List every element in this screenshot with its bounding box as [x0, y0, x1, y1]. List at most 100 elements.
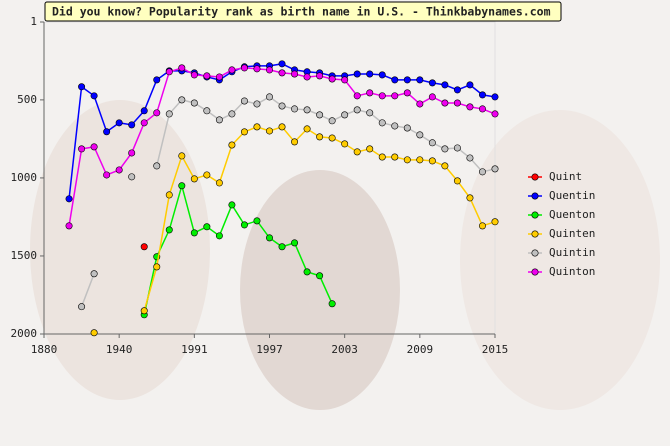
data-point	[165, 110, 173, 118]
data-point	[178, 182, 186, 190]
data-point	[228, 110, 236, 118]
data-point	[291, 239, 299, 247]
data-point	[278, 60, 286, 68]
data-point	[228, 141, 236, 149]
data-point	[203, 72, 211, 80]
data-point	[278, 102, 286, 110]
data-point	[378, 153, 386, 161]
data-point	[178, 152, 186, 160]
data-point	[353, 70, 361, 78]
data-point	[391, 92, 399, 100]
data-point	[190, 99, 198, 107]
data-point	[416, 100, 424, 108]
data-point	[140, 119, 148, 127]
data-point	[403, 89, 411, 97]
data-point	[165, 68, 173, 76]
data-point	[265, 93, 273, 101]
data-point	[265, 234, 273, 242]
data-point	[303, 73, 311, 81]
legend-marker	[531, 211, 539, 219]
data-point	[291, 138, 299, 146]
data-point	[140, 107, 148, 115]
data-point	[278, 123, 286, 131]
y-tick-label: 1000	[11, 171, 38, 184]
series-line	[80, 96, 496, 307]
x-tick-label: 1940	[106, 343, 133, 356]
data-point	[303, 106, 311, 114]
data-point	[178, 96, 186, 104]
data-point	[90, 329, 98, 337]
data-point	[466, 194, 474, 202]
data-point	[491, 218, 499, 226]
data-point	[253, 65, 261, 73]
data-point	[265, 66, 273, 74]
data-point	[466, 81, 474, 89]
data-point	[153, 76, 161, 84]
data-point	[353, 148, 361, 156]
series-line	[143, 182, 333, 315]
data-point	[165, 226, 173, 234]
data-point	[303, 268, 311, 276]
data-point	[65, 195, 73, 203]
data-point	[428, 157, 436, 165]
data-point	[153, 263, 161, 271]
data-point	[215, 73, 223, 81]
data-point	[316, 111, 324, 119]
legend-marker	[531, 230, 539, 238]
data-point	[215, 116, 223, 124]
data-point	[190, 229, 198, 237]
data-point	[153, 109, 161, 117]
data-point	[466, 154, 474, 162]
y-tick-label: 1500	[11, 249, 38, 262]
data-point	[128, 121, 136, 129]
data-point	[203, 171, 211, 179]
data-point	[328, 75, 336, 83]
data-point	[491, 165, 499, 173]
data-point	[253, 123, 261, 131]
data-point	[178, 64, 186, 72]
data-point	[441, 99, 449, 107]
data-point	[403, 124, 411, 132]
data-point	[416, 76, 424, 84]
legend-marker	[531, 173, 539, 181]
data-point	[278, 69, 286, 77]
legend-marker	[531, 249, 539, 257]
data-point	[341, 111, 349, 119]
data-point	[316, 272, 324, 280]
data-point	[441, 145, 449, 153]
data-point	[253, 217, 261, 225]
data-point	[491, 110, 499, 118]
y-tick-label: 1	[30, 15, 37, 28]
data-point	[416, 156, 424, 164]
data-point	[190, 175, 198, 183]
data-point	[428, 93, 436, 101]
data-point	[403, 156, 411, 164]
x-tick-label: 2009	[407, 343, 434, 356]
chart-title: Did you know? Popularity rank as birth n…	[52, 5, 551, 19]
legend-marker	[531, 268, 539, 276]
data-point	[453, 177, 461, 185]
data-point	[240, 97, 248, 105]
data-point	[353, 106, 361, 114]
data-point	[328, 117, 336, 125]
x-tick-label: 2015	[482, 343, 509, 356]
data-point	[90, 143, 98, 151]
decor	[30, 100, 210, 400]
data-point	[366, 109, 374, 117]
data-point	[140, 307, 148, 315]
data-point	[403, 76, 411, 84]
data-point	[78, 83, 86, 91]
data-point	[291, 105, 299, 113]
data-point	[478, 168, 486, 176]
data-point	[478, 105, 486, 113]
data-point	[128, 173, 136, 181]
x-tick-label: 1997	[256, 343, 283, 356]
data-point	[478, 222, 486, 230]
data-point	[228, 66, 236, 74]
x-tick-label: 2003	[331, 343, 358, 356]
data-point	[366, 145, 374, 153]
y-tick-label: 500	[17, 93, 37, 106]
data-point	[190, 71, 198, 79]
